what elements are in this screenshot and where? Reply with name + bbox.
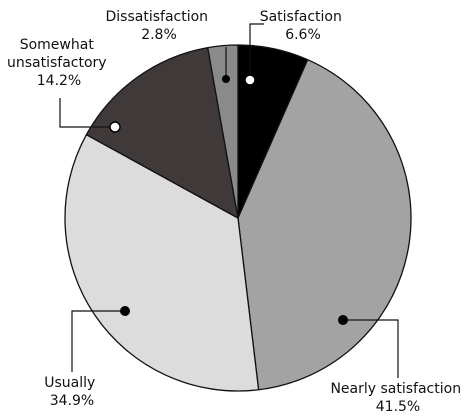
leader-line-usually <box>71 310 125 372</box>
leader-line-satisfaction <box>249 23 264 80</box>
pie-slice-nearly-satisfaction <box>237 59 412 391</box>
leader-lines <box>59 23 399 378</box>
marker-nearly-satisfaction <box>338 315 348 325</box>
label-satisfaction-name: Satisfaction <box>260 9 342 25</box>
marker-usually <box>120 306 130 316</box>
label-dissatisfaction-name: Dissatisfaction <box>106 9 209 25</box>
slice-labels: Satisfaction 6.6% Nearly satisfaction 41… <box>7 9 465 415</box>
pie-slice-usually <box>64 134 260 392</box>
label-nearly-satisfaction-name: Nearly satisfaction <box>330 381 461 397</box>
label-somewhat-value: 14.2% <box>37 73 81 89</box>
label-usually-name: Usually <box>44 375 95 391</box>
label-satisfaction: Satisfaction 6.6% <box>260 9 347 43</box>
label-dissatisfaction: Dissatisfaction 2.8% <box>106 9 213 43</box>
marker-dissatisfaction <box>222 75 230 83</box>
label-usually: Usually 34.9% <box>44 375 100 409</box>
label-nearly-satisfaction: Nearly satisfaction 41.5% <box>330 381 465 415</box>
label-somewhat-line2: unsatisfactory <box>7 55 107 71</box>
label-somewhat-unsatisfactory: Somewhat unsatisfactory 14.2% <box>7 37 111 89</box>
label-somewhat-line1: Somewhat <box>20 37 95 53</box>
pie-slice-somewhat-unsatisfactory <box>85 47 239 219</box>
label-nearly-satisfaction-value: 41.5% <box>376 399 420 415</box>
label-satisfaction-value: 6.6% <box>285 27 321 43</box>
pie-slice-dissatisfaction <box>207 44 239 219</box>
marker-satisfaction <box>244 74 256 86</box>
marker-somewhat-unsatisfactory <box>109 121 121 133</box>
leader-line-nearly-satisfaction <box>343 319 399 378</box>
leader-line-somewhat-unsatisfactory <box>59 98 115 128</box>
marker-dots <box>109 74 348 325</box>
label-dissatisfaction-value: 2.8% <box>141 27 177 43</box>
pie-slices <box>64 44 412 392</box>
label-usually-value: 34.9% <box>50 393 94 409</box>
